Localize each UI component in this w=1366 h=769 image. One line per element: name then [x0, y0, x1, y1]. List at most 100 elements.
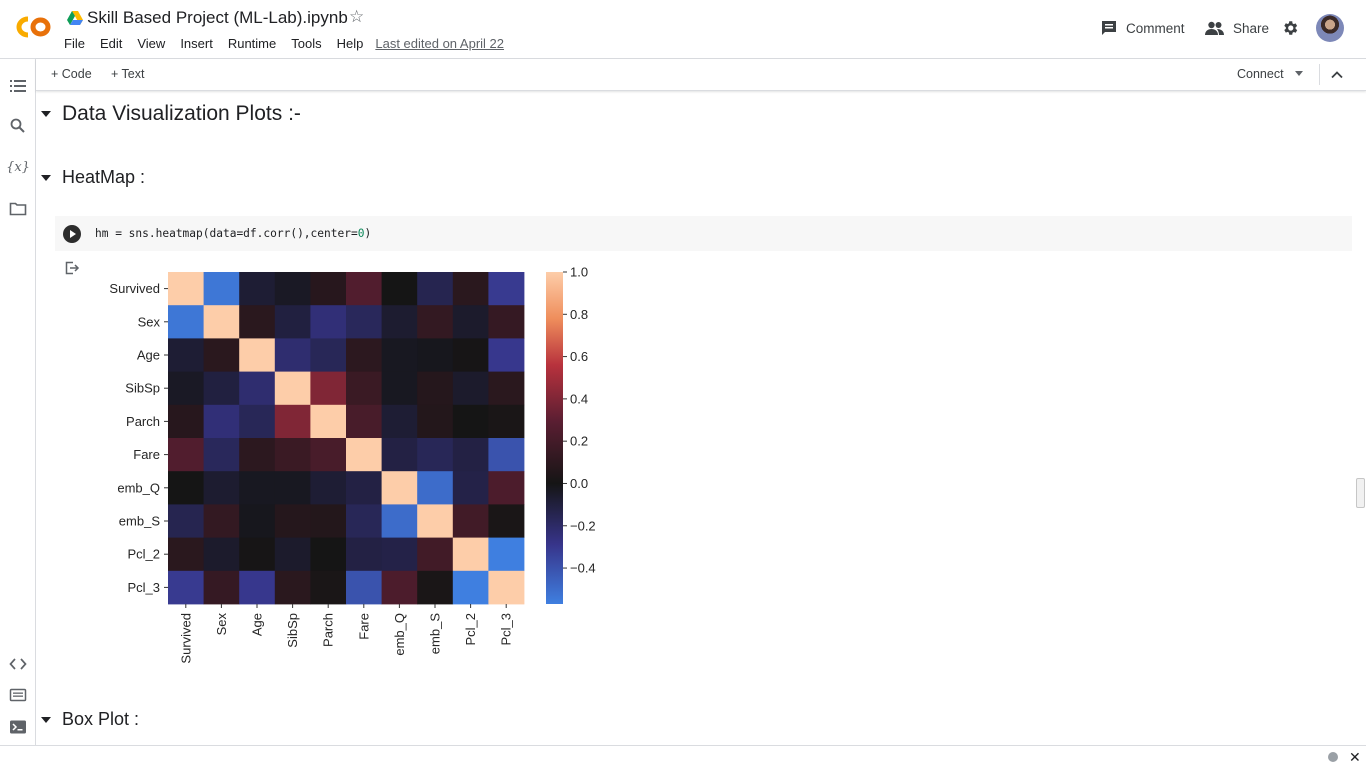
- share-label: Share: [1233, 20, 1270, 36]
- heatmap-cell-emb_S-emb_Q: [381, 504, 418, 538]
- heatmap-cell-Parch-Pcl_2: [452, 404, 489, 439]
- menu-view[interactable]: View: [137, 36, 166, 51]
- heatmap-cell-Survived-Fare: [346, 272, 382, 306]
- scrollbar-thumb[interactable]: [1356, 478, 1365, 508]
- heatmap-cells: [168, 272, 525, 605]
- heatmap-cell-Pcl_2-Fare: [346, 537, 382, 572]
- menu-help[interactable]: Help: [336, 36, 364, 51]
- column-label-emb_Q: emb_Q: [392, 613, 407, 656]
- notebook-toolbar: + Code + Text Connect: [36, 59, 1366, 91]
- heatmap-cell-Parch-Age: [239, 404, 276, 439]
- heatmap-cell-Survived-Pcl_2: [452, 272, 489, 306]
- heatmap-cell-Pcl_3-Survived: [168, 570, 204, 605]
- heatmap-cell-SibSp-Fare: [346, 371, 382, 406]
- collapse-section-icon[interactable]: [41, 716, 51, 723]
- heatmap-cell-SibSp-emb_S: [417, 371, 454, 406]
- heatmap-cell-emb_S-Pcl_3: [488, 504, 525, 538]
- heatmap-cell-Age-emb_Q: [381, 338, 418, 372]
- connect-dropdown-icon[interactable]: [1295, 71, 1303, 76]
- code-text-end: ): [364, 227, 372, 240]
- heatmap-cell-Age-Fare: [346, 338, 382, 372]
- heatmap-cell-Parch-emb_Q: [381, 404, 418, 439]
- heatmap-cell-Pcl_2-Pcl_2: [452, 537, 489, 572]
- code-snippets-icon[interactable]: [9, 655, 27, 673]
- comment-label: Comment: [1126, 20, 1185, 36]
- heatmap-cell-emb_Q-Age: [239, 471, 276, 505]
- last-edited-link[interactable]: Last edited on April 22: [375, 36, 505, 51]
- heatmap-cell-Sex-Pcl_2: [452, 305, 489, 339]
- folder-icon[interactable]: [9, 200, 27, 218]
- table-of-contents-icon[interactable]: [9, 77, 27, 95]
- heatmap-cell-Parch-Parch: [310, 404, 347, 439]
- google-drive-icon[interactable]: [67, 11, 83, 25]
- add-code-button[interactable]: + Code: [51, 67, 92, 81]
- heatmap-cell-Fare-emb_Q: [381, 438, 418, 472]
- heatmap-cell-Pcl_2-Pcl_3: [488, 537, 525, 572]
- menu-file[interactable]: File: [64, 36, 85, 51]
- menu-edit[interactable]: Edit: [99, 36, 123, 51]
- share-button[interactable]: Share: [1205, 17, 1269, 39]
- row-label-emb_Q: emb_Q: [117, 480, 160, 495]
- colorbar-tick-label: −0.2: [570, 518, 596, 533]
- output-actions-icon[interactable]: [65, 261, 80, 275]
- star-icon[interactable]: ☆: [349, 7, 365, 26]
- comment-icon: [1102, 21, 1116, 35]
- close-icon[interactable]: ✕: [1349, 749, 1361, 765]
- section-data-visualization: Data Visualization Plots :-: [40, 102, 301, 126]
- code-cell[interactable]: hm = sns.heatmap(data=df.corr(),center=0…: [55, 216, 1352, 251]
- top-header: Skill Based Project (ML-Lab).ipynb ☆ Fil…: [0, 0, 1366, 59]
- heatmap-cell-emb_Q-Sex: [203, 471, 240, 505]
- chevron-up-icon[interactable]: [1330, 68, 1344, 82]
- heatmap-cell-Survived-emb_S: [417, 272, 454, 306]
- section-heading: Data Visualization Plots :-: [62, 102, 301, 125]
- colorbar-tick-label: 1.0: [570, 265, 588, 280]
- heatmap-cell-Survived-Parch: [310, 272, 347, 306]
- code-text: hm = sns.heatmap(data=df.corr(),center=: [95, 227, 358, 240]
- heatmap-cell-Age-SibSp: [274, 338, 311, 372]
- menu-runtime[interactable]: Runtime: [227, 36, 277, 51]
- search-icon[interactable]: [9, 117, 27, 135]
- code-editor[interactable]: hm = sns.heatmap(data=df.corr(),center=0…: [95, 227, 371, 240]
- variables-icon[interactable]: {x}: [6, 159, 30, 175]
- command-palette-icon[interactable]: [9, 686, 27, 704]
- heatmap-cell-emb_Q-Pcl_3: [488, 471, 525, 505]
- menu-insert[interactable]: Insert: [180, 36, 213, 51]
- colab-logo[interactable]: [13, 13, 51, 41]
- colorbar-tick-label: 0.8: [570, 307, 588, 322]
- toolbar-divider: [1319, 64, 1320, 85]
- heatmap-cell-Pcl_3-Parch: [310, 570, 347, 605]
- heatmap-cell-Sex-Age: [239, 305, 276, 339]
- connect-button[interactable]: Connect: [1237, 67, 1284, 81]
- heatmap-cell-Pcl_2-SibSp: [274, 537, 311, 572]
- comment-button[interactable]: Comment: [1101, 17, 1185, 39]
- row-label-Age: Age: [137, 348, 160, 363]
- heatmap-cell-Fare-SibSp: [274, 438, 311, 472]
- gear-icon[interactable]: [1281, 19, 1299, 37]
- heatmap-row-labels: Survived Sex Age SibSp Parch Fare emb_Q emb_S Pc…: [109, 281, 168, 595]
- heatmap-cell-emb_S-Fare: [346, 504, 382, 538]
- collapse-section-icon[interactable]: [41, 111, 51, 117]
- heatmap-cell-Pcl_3-Pcl_2: [452, 570, 489, 605]
- menu-tools[interactable]: Tools: [291, 36, 322, 51]
- avatar[interactable]: [1316, 14, 1344, 42]
- heatmap-cell-Survived-emb_Q: [381, 272, 418, 306]
- heatmap-cell-Sex-Fare: [346, 305, 382, 339]
- heatmap-cell-Pcl_3-Pcl_3: [488, 570, 525, 605]
- run-cell-button[interactable]: [63, 225, 81, 243]
- terminal-icon[interactable]: [9, 718, 27, 736]
- heatmap-cell-SibSp-emb_Q: [381, 371, 418, 406]
- heatmap-cell-emb_Q-Survived: [168, 471, 204, 505]
- heatmap-cell-Fare-Age: [239, 438, 276, 472]
- notebook-title[interactable]: Skill Based Project (ML-Lab).ipynb: [87, 8, 348, 27]
- section-box-plot: Box Plot :: [40, 709, 139, 730]
- column-label-Pcl_3: Pcl_3: [499, 613, 514, 646]
- heatmap-chart: Survived Sex Age SibSp Parch Fare emb_Q emb_S Pc…: [109, 265, 596, 664]
- row-label-Parch: Parch: [126, 414, 160, 429]
- heatmap-cell-Fare-Parch: [310, 438, 347, 472]
- collapse-section-icon[interactable]: [41, 174, 51, 181]
- row-label-emb_S: emb_S: [119, 514, 161, 529]
- add-text-button[interactable]: + Text: [111, 67, 145, 81]
- colorbar-tick-label: 0.6: [570, 349, 588, 364]
- heatmap-cell-Pcl_2-Parch: [310, 537, 347, 572]
- heatmap-cell-Sex-emb_Q: [381, 305, 418, 339]
